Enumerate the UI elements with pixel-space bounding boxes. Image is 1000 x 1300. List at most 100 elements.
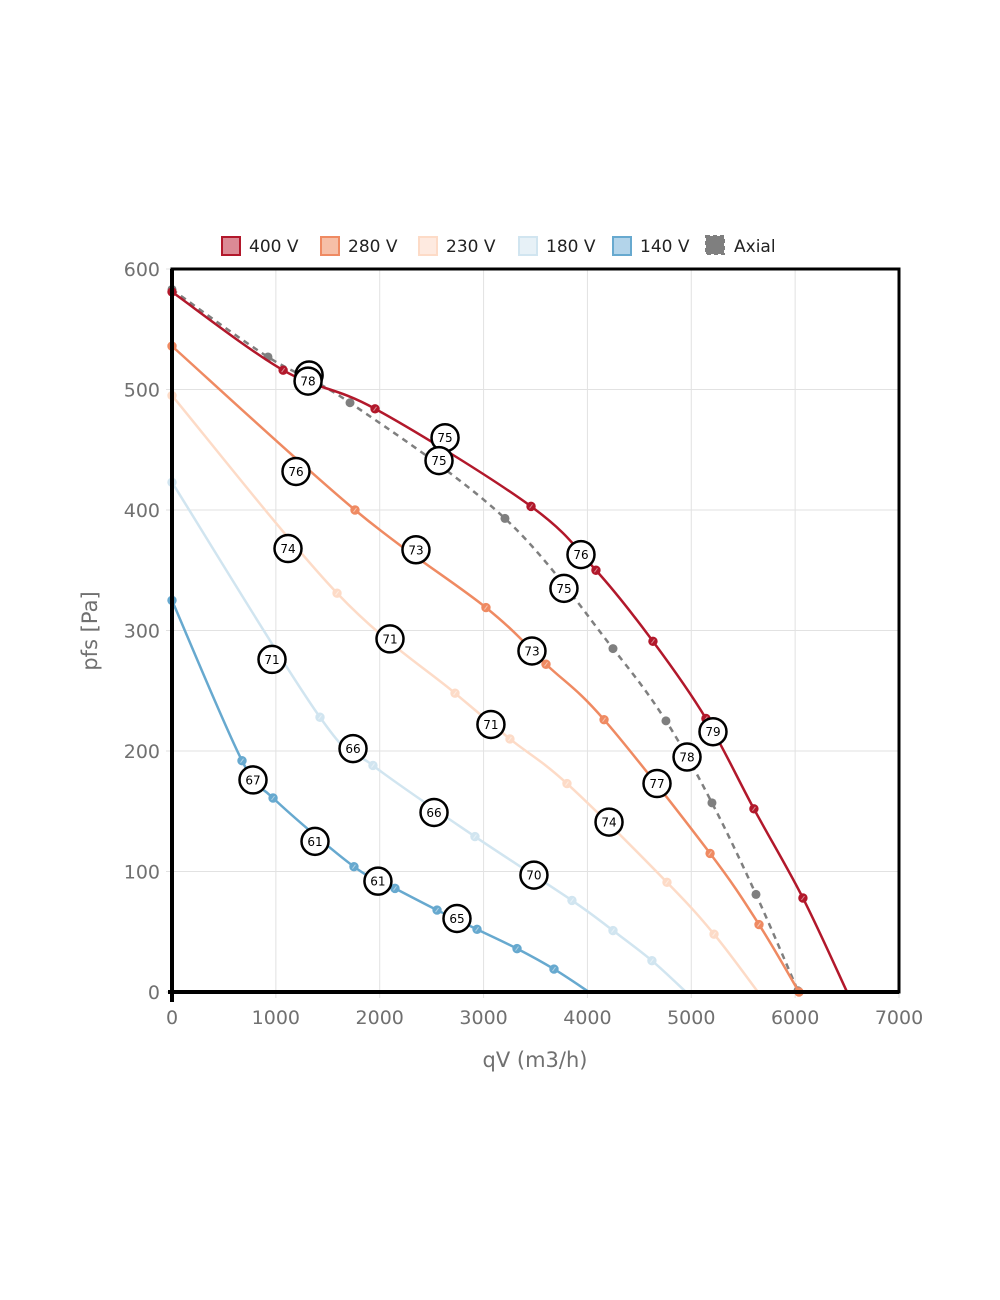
data-point-glyph [240, 758, 244, 763]
efficiency-label-circle [424, 445, 454, 476]
efficiency-label-circle [363, 866, 393, 896]
efficiency-label-circle [476, 709, 506, 740]
series-line-280v [171, 345, 801, 993]
efficiency-label-text: 71 [264, 653, 279, 667]
efficiency-label: 61 [300, 826, 330, 857]
legend-label: 280 V [348, 237, 398, 257]
efficiency-label-circle [281, 456, 311, 487]
data-point-glyph [515, 946, 519, 951]
x-tick-label: 3000 [459, 1007, 507, 1029]
y-tick-label: 500 [124, 380, 160, 402]
efficiency-label-text: 71 [483, 718, 498, 732]
efficiency-label-text: 65 [449, 912, 464, 926]
data-point-glyph [475, 927, 479, 932]
efficiency-label: 70 [519, 860, 549, 890]
x-tick-label: 1000 [252, 1007, 300, 1029]
efficiency-label: 71 [257, 644, 287, 675]
legend: 400 V 280 V 230 V 180 V 140 V Axial [221, 235, 776, 257]
data-point-glyph [712, 931, 716, 937]
efficiency-label-circle [419, 797, 449, 828]
data-point-glyph [453, 690, 457, 696]
data-point-glyph [508, 736, 512, 742]
series-230v [167, 390, 759, 993]
efficiency-label-circle [338, 733, 368, 764]
data-point-glyph [484, 605, 488, 610]
efficiency-label-text: 75 [431, 454, 446, 468]
data-point-glyph [602, 717, 606, 722]
y-tick-label: 200 [124, 741, 160, 763]
data-point-glyph [752, 806, 756, 812]
data-point-glyph [393, 886, 397, 891]
efficiency-label: 74 [594, 807, 624, 837]
efficiency-label-text: 75 [437, 431, 452, 445]
efficiency-label-text: 79 [705, 725, 720, 739]
series-line-400v [171, 290, 849, 993]
efficiency-label-text: 74 [601, 816, 616, 830]
efficiency-label-circle [238, 765, 268, 795]
y-tick-label: 400 [124, 500, 160, 522]
efficiency-label-text: 71 [382, 632, 397, 646]
efficiency-label-circle [300, 826, 330, 857]
data-point-glyph [271, 795, 275, 801]
legend-item-400v[interactable]: 400 V [221, 236, 299, 257]
data-point-glyph [281, 367, 286, 373]
legend-swatch [221, 236, 241, 256]
data-point [500, 513, 510, 523]
x-tick-label: 6000 [771, 1007, 819, 1029]
data-point-glyph [529, 504, 533, 509]
efficiency-label-text: 77 [649, 777, 664, 791]
data-point-glyph [594, 567, 598, 573]
efficiency-label: 66 [338, 733, 368, 764]
legend-item-axial[interactable]: Axial [705, 235, 776, 257]
efficiency-label-text: 74 [280, 542, 295, 556]
y-tick-label: 300 [124, 621, 160, 643]
y-tick-label: 600 [124, 259, 160, 281]
legend-label: 180 V [546, 237, 596, 257]
efficiency-label-circle [566, 539, 596, 570]
legend-item-180v[interactable]: 180 V [518, 236, 596, 257]
efficiency-label: 61 [363, 866, 393, 896]
series-layer [167, 284, 849, 997]
data-point-glyph [665, 880, 669, 885]
efficiency-label: 71 [375, 624, 405, 654]
data-point-glyph [611, 928, 615, 933]
efficiency-label: 71 [476, 709, 506, 740]
y-tick-label: 100 [124, 862, 160, 884]
series-axial [167, 284, 803, 996]
x-axis-title: qV (m3/h) [483, 1048, 588, 1072]
efficiency-label-circle [594, 807, 624, 837]
data-point-glyph [552, 966, 556, 972]
series-line-180v [170, 481, 687, 993]
efficiency-label-text: 66 [426, 806, 441, 820]
series-180v [167, 477, 687, 993]
legend-item-140v[interactable]: 140 V [612, 236, 690, 257]
data-point-glyph [353, 507, 357, 513]
legend-label: Axial [734, 237, 776, 257]
data-point-glyph [708, 851, 712, 856]
legend-label: 140 V [640, 237, 690, 257]
data-point-glyph [650, 958, 654, 963]
legend-item-230v[interactable]: 230 V [418, 236, 496, 257]
legend-swatch [705, 235, 725, 255]
legend-label: 230 V [446, 237, 496, 257]
efficiency-label-circle [519, 860, 549, 890]
legend-item-280v[interactable]: 280 V [320, 236, 398, 257]
data-point [661, 716, 671, 726]
x-tick-label: 7000 [875, 1007, 923, 1029]
data-point [608, 644, 618, 654]
x-tick-label: 4000 [563, 1007, 611, 1029]
efficiency-label-circle [257, 644, 287, 675]
efficiency-label: 76 [281, 456, 311, 487]
efficiency-label-text: 76 [573, 548, 588, 562]
data-point-glyph [371, 763, 375, 768]
efficiency-label-circle [442, 903, 472, 934]
legend-swatch [320, 236, 340, 256]
efficiency-label-circle [375, 624, 405, 654]
data-point-glyph [544, 661, 548, 667]
y-axis-title: pfs [Pa] [78, 591, 102, 670]
efficiency-label-text: 70 [526, 869, 541, 883]
data-point-glyph [801, 895, 805, 901]
efficiency-label: 78 [293, 366, 323, 396]
efficiency-label-circle [401, 535, 431, 565]
